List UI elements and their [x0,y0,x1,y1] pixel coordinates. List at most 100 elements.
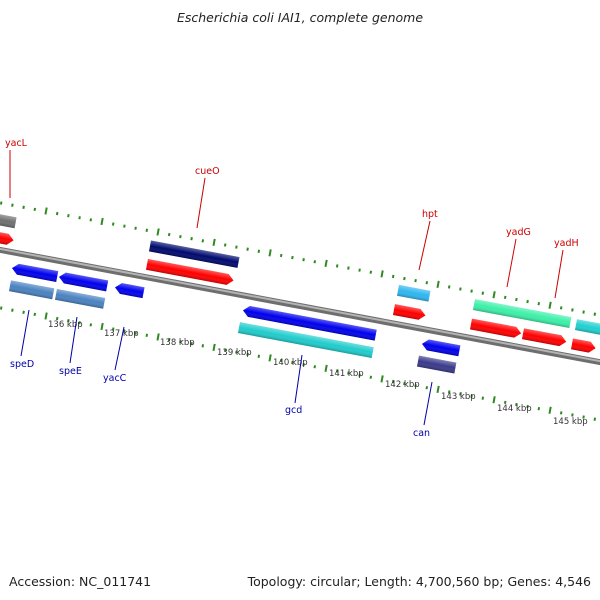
minor-tick [571,413,574,417]
minor-tick [257,249,261,253]
topology-value: circular [310,574,357,589]
minor-tick [291,360,294,365]
minor-tick [223,348,227,352]
cds-arrow[interactable] [392,304,426,321]
scale-label: 141 kbp [329,369,364,379]
gene-block[interactable] [396,284,431,302]
minor-tick [33,312,37,317]
minor-tick [279,253,283,258]
gene-block[interactable] [472,299,572,328]
gene-label-yacC[interactable]: yacC [103,373,127,384]
minor-tick [526,299,529,304]
cds-arrow[interactable] [570,338,597,353]
accession-info: Accession: NC_011741 [9,574,151,589]
minor-tick [78,321,81,325]
minor-tick [33,207,37,212]
cds-arrow[interactable] [0,212,17,229]
gene-label-yacL[interactable]: yacL [5,138,28,149]
gene-block[interactable] [148,240,240,268]
minor-tick [67,214,70,218]
minor-tick [11,308,14,312]
gene-label-gcd[interactable]: gcd [285,405,302,416]
gene-label-speD[interactable]: speD [10,359,34,370]
gene-block[interactable] [237,322,374,359]
minor-tick [111,222,115,226]
minor-tick [358,373,361,377]
major-tick [380,270,384,278]
feature-shading [521,328,567,347]
minor-tick [134,226,137,230]
feature-shading [54,288,106,309]
feature-shading [0,230,14,245]
cds-arrow[interactable] [0,230,15,246]
major-tick [268,249,272,257]
cds-arrow[interactable] [145,258,235,286]
cds-arrow[interactable] [242,305,377,341]
major-tick [324,259,328,267]
major-tick [212,343,216,352]
minor-tick [459,287,462,291]
gene-label-leader [294,354,303,404]
cds-arrow[interactable] [521,328,567,347]
minor-tick [257,354,261,358]
feature-shading [237,322,374,359]
cds-arrow[interactable] [114,282,145,299]
gene-label-hpt[interactable]: hpt [422,209,438,220]
minor-tick [134,331,137,335]
accession-label: Accession: [9,574,76,589]
minor-tick [145,228,149,232]
major-tick [212,238,216,247]
cds-arrow[interactable] [421,338,461,357]
scale-label: 136 kbp [48,320,83,330]
feature-shading [0,212,17,229]
major-tick [436,280,440,288]
map-title: Escherichia coli IAI1, complete genome [177,10,423,25]
major-tick [156,228,160,236]
cds-arrow[interactable] [469,318,522,339]
gene-label-leader [20,309,30,357]
major-tick [324,364,328,372]
gene-label-yadH[interactable]: yadH [554,238,579,249]
gene-label-can[interactable]: can [413,428,430,439]
accession-value: NC_011741 [79,574,152,589]
gene-block[interactable] [8,280,55,300]
major-tick [44,207,48,215]
cds-arrow[interactable] [58,272,109,292]
minor-tick [347,371,350,375]
minor-tick [515,297,518,302]
feature-shading [392,304,426,320]
minor-tick [369,270,373,274]
major-tick [380,375,384,383]
reverse-gene-labels: speD speE yacC gcd can [10,309,433,439]
cds-arrow[interactable] [11,263,59,282]
minor-tick [335,264,339,268]
gene-label-leader [418,220,431,271]
gene-block[interactable] [54,288,106,309]
gene-label-leader [506,238,517,288]
scale-label: 138 kbp [160,338,195,348]
minor-tick [347,266,350,270]
gene-block[interactable] [574,319,600,337]
minor-tick [470,394,473,398]
minor-tick [526,404,529,409]
minor-tick [414,383,417,388]
scale-label: 137 kbp [104,329,139,339]
feature-shading [59,272,109,292]
feature-shading [145,258,234,285]
gene-label-cueO[interactable]: cueO [195,166,220,177]
minor-tick [391,274,395,279]
minor-tick [22,310,25,314]
minor-tick [391,379,395,384]
feature-shading [574,319,600,337]
minor-tick [503,400,507,405]
gene-label-speE[interactable]: speE [59,366,82,377]
minor-tick [246,352,249,356]
minor-tick [313,260,317,264]
genes-label: Genes: [507,574,552,589]
gene-block[interactable] [416,355,457,374]
inner-tick-ring [0,306,597,421]
feature-shading [243,306,377,341]
gene-label-yadG[interactable]: yadG [506,227,531,238]
minor-tick [537,302,541,306]
